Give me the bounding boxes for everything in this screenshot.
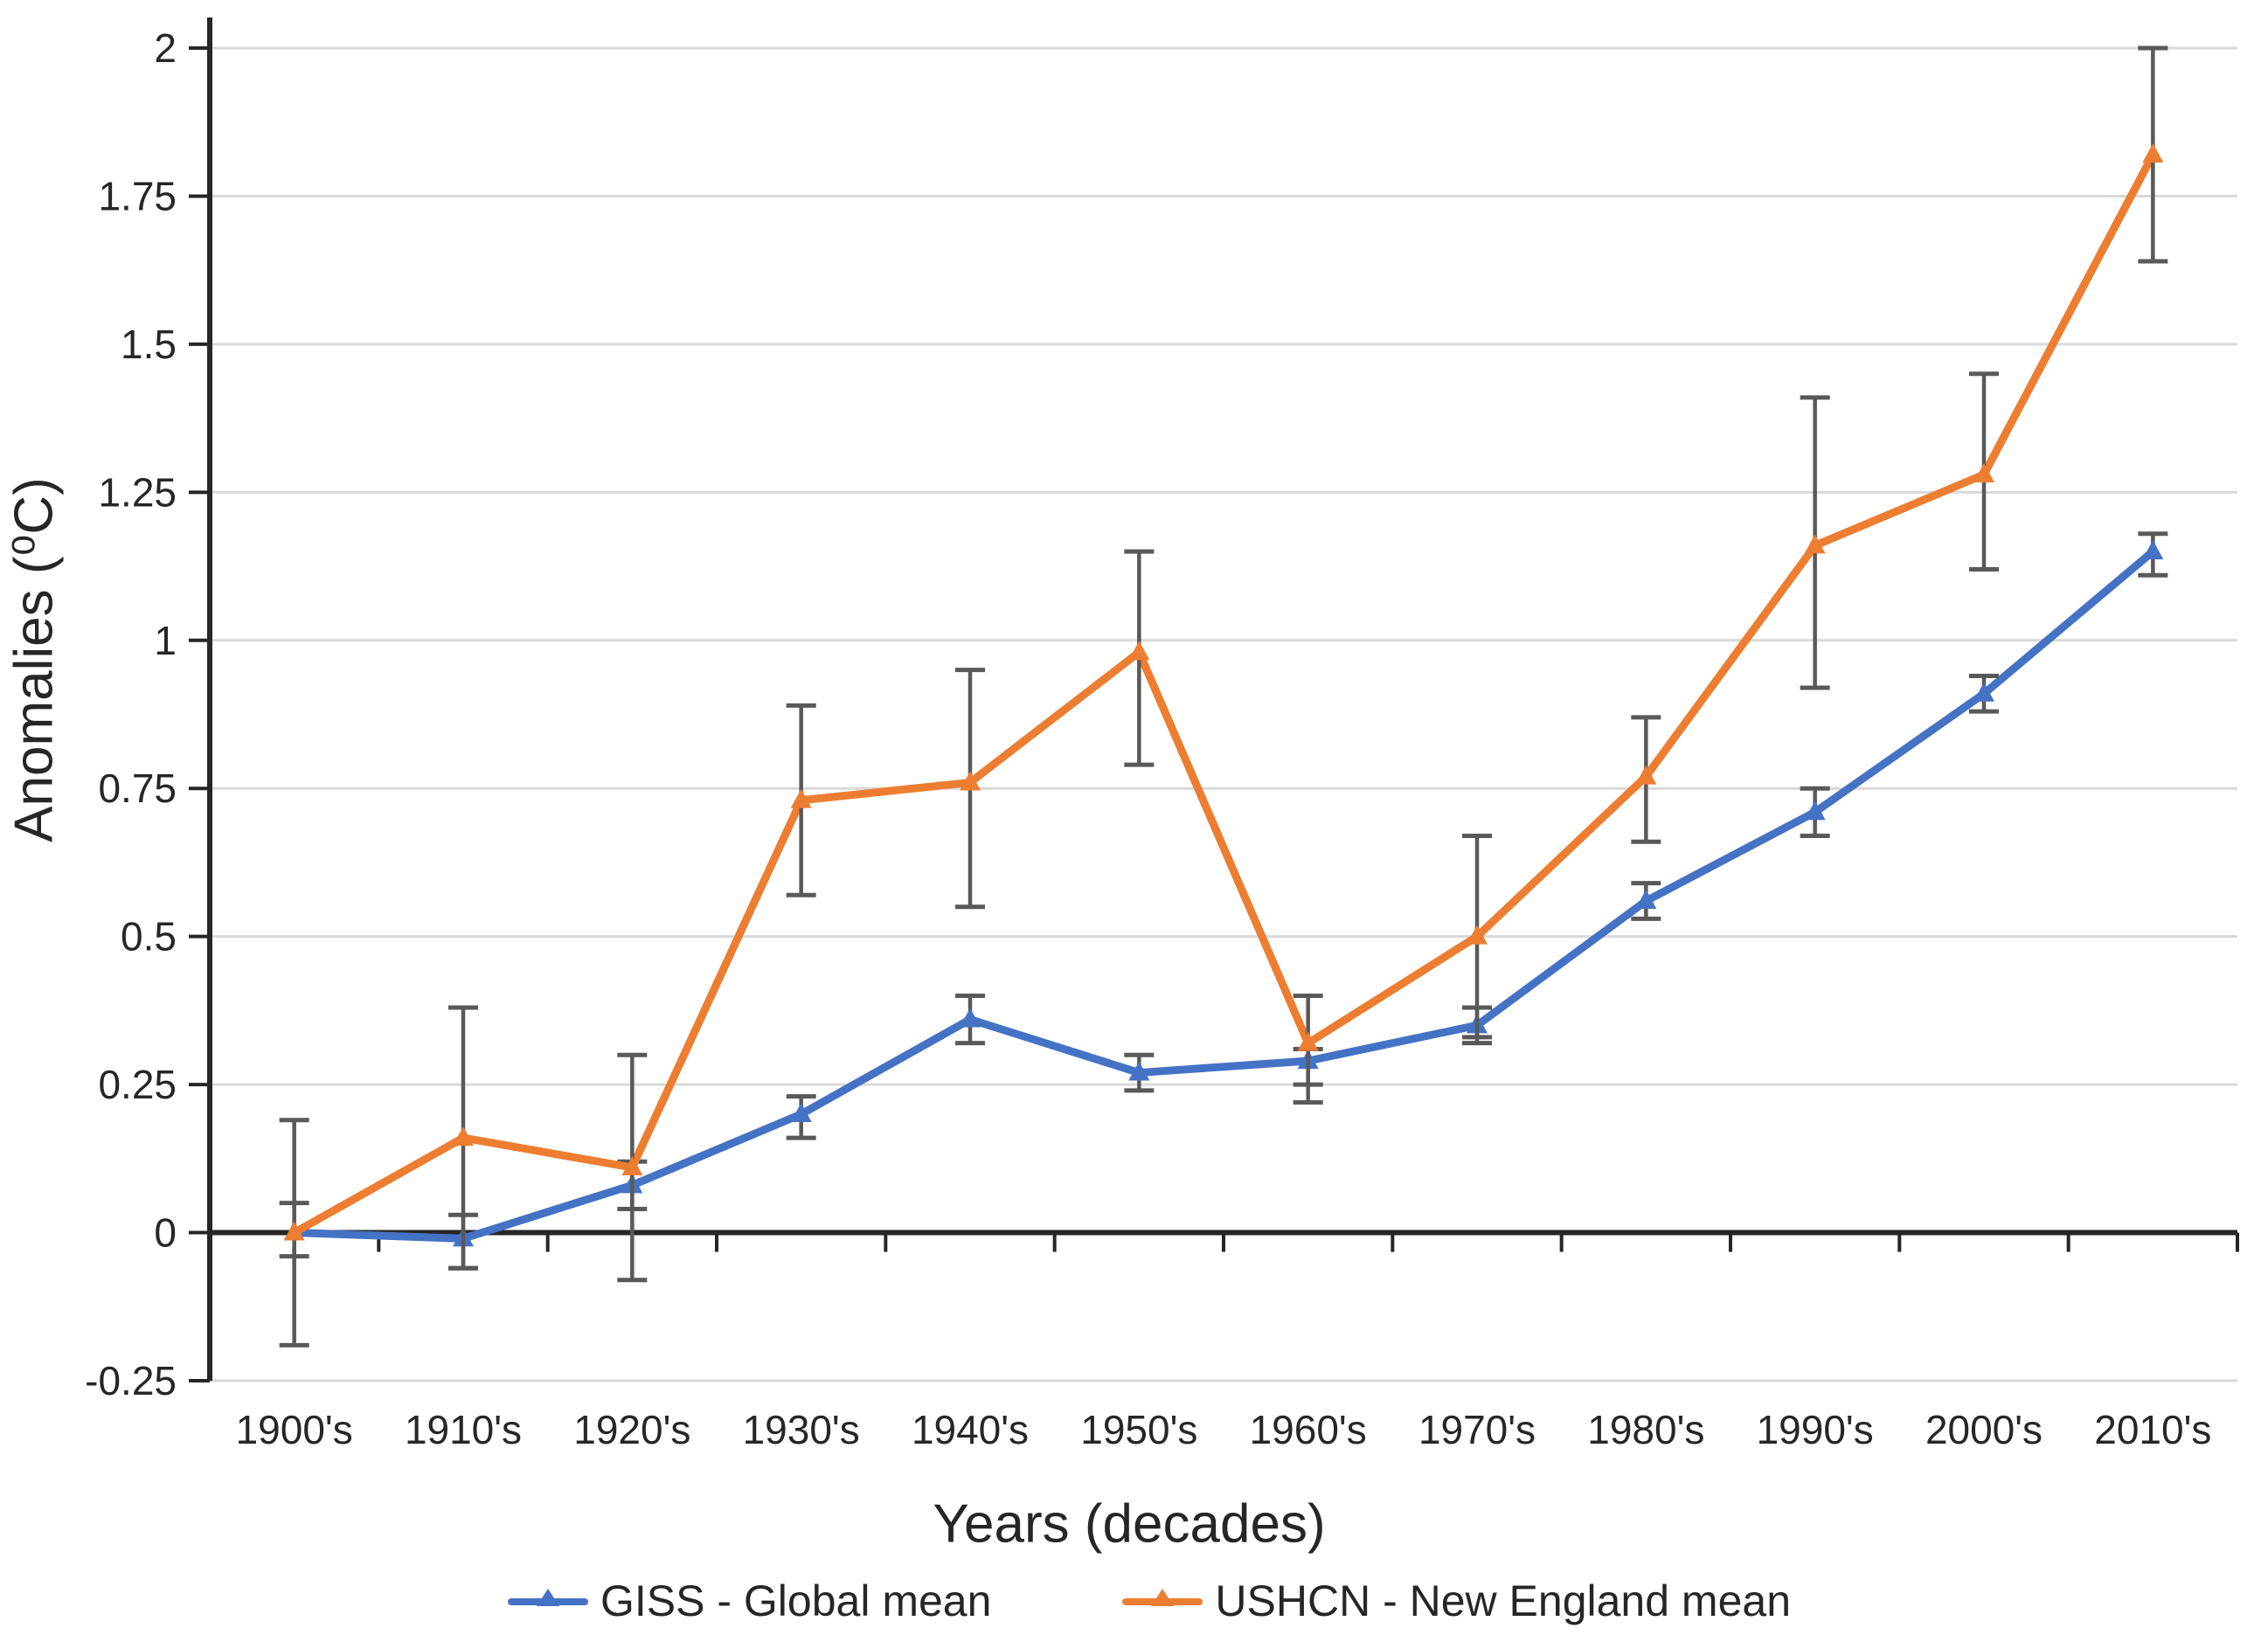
series-line-giss <box>290 547 2157 1243</box>
x-tick-label: 2010's <box>2094 1407 2211 1452</box>
data-point-marker <box>1973 463 1994 482</box>
data-point-marker <box>2142 143 2164 163</box>
legend-label-giss: GISS - Global mean <box>600 1576 992 1625</box>
x-tick-label: 1940's <box>912 1407 1029 1452</box>
data-point-marker <box>2142 540 2164 560</box>
legend-item-ushcn: USHCN - New England mean <box>1122 1576 1791 1626</box>
data-point-marker <box>1128 641 1150 661</box>
x-tick-label: 1920's <box>573 1407 690 1452</box>
y-tick-label: 0.75 <box>98 766 177 811</box>
triangle-marker-icon <box>536 1589 559 1606</box>
y-tick-label: 1.75 <box>98 173 177 218</box>
data-point-marker <box>790 1103 812 1122</box>
x-tick-label: 1960's <box>1250 1407 1367 1452</box>
data-point-marker <box>1804 534 1826 554</box>
data-point-marker <box>1804 800 1826 821</box>
y-tick-label: 1.5 <box>121 322 177 367</box>
x-tick-label: 1970's <box>1418 1407 1536 1452</box>
data-point-marker <box>1635 890 1657 909</box>
x-tick-label: 1990's <box>1757 1407 1874 1452</box>
data-point-marker <box>790 788 812 808</box>
x-tick-label: 1980's <box>1587 1407 1704 1452</box>
data-point-marker <box>1297 1031 1319 1051</box>
y-tick-label: 0.25 <box>98 1062 177 1107</box>
data-point-marker <box>1973 682 1994 702</box>
y-tick-label: 1.25 <box>98 469 177 515</box>
legend: GISS - Global mean USHCN - New England m… <box>507 1576 1791 1626</box>
x-tick-label: 2000's <box>1925 1407 2043 1452</box>
x-tick-label: 1910's <box>405 1407 522 1452</box>
data-point-marker <box>1128 1061 1150 1081</box>
series-line-ushcn <box>290 150 2157 1237</box>
y-tick-label: 1 <box>154 618 177 663</box>
y-tick-label: 2 <box>154 25 177 71</box>
y-tick-label: -0.25 <box>85 1358 177 1403</box>
legend-label-ushcn: USHCN - New England mean <box>1215 1576 1792 1625</box>
y-tick-label: 0 <box>154 1210 177 1256</box>
data-point-marker <box>1467 925 1488 945</box>
x-axis-title: Years (decades) <box>933 1493 1326 1555</box>
ushcn-line-triangle-marker-icon <box>1122 1588 1203 1614</box>
legend-item-giss: GISS - Global mean <box>507 1576 992 1626</box>
x-tick-label: 1930's <box>743 1407 860 1452</box>
data-point-marker <box>960 771 981 791</box>
data-point-marker <box>283 1221 305 1241</box>
data-point-marker <box>621 1156 643 1175</box>
x-tick-label: 1950's <box>1080 1407 1197 1452</box>
giss-line-triangle-marker-icon <box>507 1588 588 1614</box>
y-axis-title: Anomalies (⁰C) <box>3 477 65 842</box>
triangle-marker-icon <box>1151 1589 1175 1606</box>
data-point-marker <box>1635 765 1657 785</box>
data-point-marker <box>960 1008 981 1028</box>
data-point-marker <box>453 1126 474 1147</box>
y-tick-label: 0.5 <box>121 914 177 960</box>
x-tick-label: 1900's <box>236 1407 353 1452</box>
